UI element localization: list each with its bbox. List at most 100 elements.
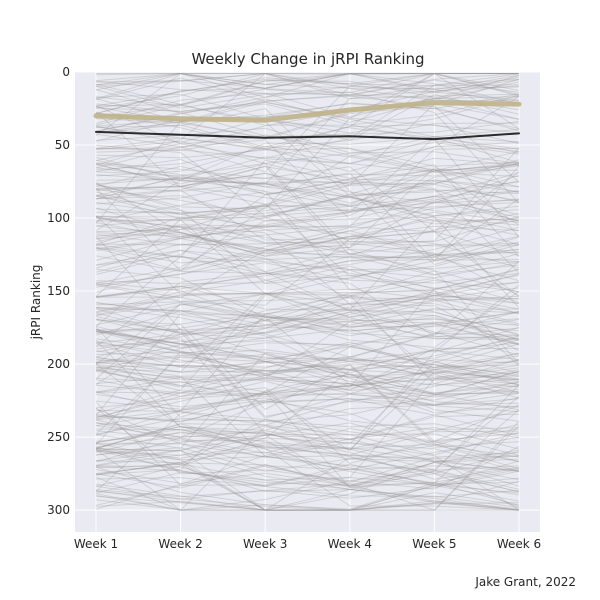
background-series-line [95, 437, 520, 487]
background-series-line [95, 163, 520, 276]
background-series-line [95, 198, 520, 327]
background-series-line [95, 167, 520, 257]
background-series-line [95, 225, 520, 255]
background-series-line [95, 423, 520, 456]
background-series-line [95, 466, 520, 511]
background-series-line [95, 73, 520, 102]
background-series-line [95, 103, 520, 200]
background-series-line [95, 303, 520, 380]
background-series-line [95, 85, 520, 204]
background-series-line [95, 249, 520, 314]
background-series-line [95, 326, 520, 418]
background-series-line [95, 249, 520, 304]
background-series-line [95, 269, 520, 316]
background-series-line [95, 72, 520, 107]
background-series-line [95, 410, 520, 450]
chart-title: Weekly Change in jRPI Ranking [191, 50, 424, 68]
background-series-line [95, 282, 520, 388]
background-series-line [95, 94, 520, 126]
background-series-line [95, 465, 520, 493]
background-series-line [95, 284, 520, 353]
background-series-line [95, 430, 520, 473]
background-series-line [95, 328, 520, 408]
background-series-line [95, 447, 520, 487]
background-series-line [95, 122, 520, 171]
background-series-line [95, 341, 520, 387]
background-series-line [95, 181, 520, 222]
background-series-line [95, 150, 520, 219]
background-series-line [95, 211, 520, 252]
background-series-line [95, 307, 520, 386]
series-line [93, 100, 522, 123]
background-series-line [95, 181, 520, 261]
background-series-line [95, 500, 520, 511]
background-series-line [95, 171, 520, 306]
background-series-line [95, 384, 520, 423]
background-series-line [95, 172, 520, 202]
background-series-line [95, 188, 520, 222]
background-series-line [95, 327, 520, 452]
background-series-line [95, 449, 520, 511]
background-series-line [95, 196, 520, 217]
background-series-line [95, 310, 520, 372]
background-series-line [95, 310, 520, 410]
background-series-line [95, 165, 520, 229]
background-series-line [95, 415, 520, 439]
background-series-line [95, 361, 520, 385]
background-series-line [95, 423, 520, 456]
background-series-line [95, 282, 520, 340]
background-series-line [95, 432, 520, 474]
background-series-line [95, 484, 520, 511]
background-series-line [95, 321, 520, 394]
background-series-line [95, 102, 520, 144]
background-series-line [95, 425, 520, 485]
background-series-line [95, 159, 520, 258]
background-series-line [95, 159, 520, 297]
background-series-line [95, 363, 520, 376]
background-series-line [95, 382, 520, 439]
background-series-line [95, 78, 520, 159]
background-series-line [95, 294, 520, 394]
background-series-line [95, 162, 520, 224]
background-series-line [95, 72, 519, 91]
background-series-line [95, 363, 520, 471]
background-series-line [95, 157, 520, 196]
y-tick-label: 0 [62, 65, 70, 79]
background-series-line [95, 216, 520, 247]
background-series-line [95, 73, 519, 210]
background-series-line [95, 477, 520, 508]
background-series-line [95, 369, 520, 420]
x-tick-label: Week 3 [243, 537, 287, 551]
background-series-line [95, 166, 520, 257]
background-series-line [95, 72, 519, 86]
x-tick-label: Week 2 [158, 537, 202, 551]
background-series-line [95, 93, 520, 185]
background-series-line [95, 111, 520, 277]
background-series-line [95, 285, 520, 345]
background-series-line [95, 352, 520, 373]
background-series-line [95, 358, 520, 383]
background-series-line [95, 127, 520, 165]
background-series-line [95, 308, 520, 346]
background-series-line [95, 316, 520, 334]
background-series-line [95, 217, 520, 255]
background-series-line [95, 248, 520, 298]
background-series-line [95, 438, 520, 510]
background-series-line [95, 93, 520, 134]
background-series-line [95, 421, 520, 511]
background-series-line [95, 225, 520, 261]
background-series-line [95, 359, 520, 392]
background-series-group [95, 72, 520, 511]
background-series-line [95, 462, 520, 511]
background-series-line [95, 379, 520, 464]
background-series-line [95, 73, 519, 173]
y-axis-label: jRPI Ranking [29, 265, 43, 341]
background-series-line [95, 141, 520, 177]
background-series-line [95, 316, 520, 398]
background-series-line [95, 265, 520, 290]
background-series-line [95, 463, 520, 511]
background-series-line [95, 367, 520, 487]
background-series-line [95, 172, 520, 204]
background-series-line [95, 395, 520, 511]
background-series-line [95, 369, 520, 448]
